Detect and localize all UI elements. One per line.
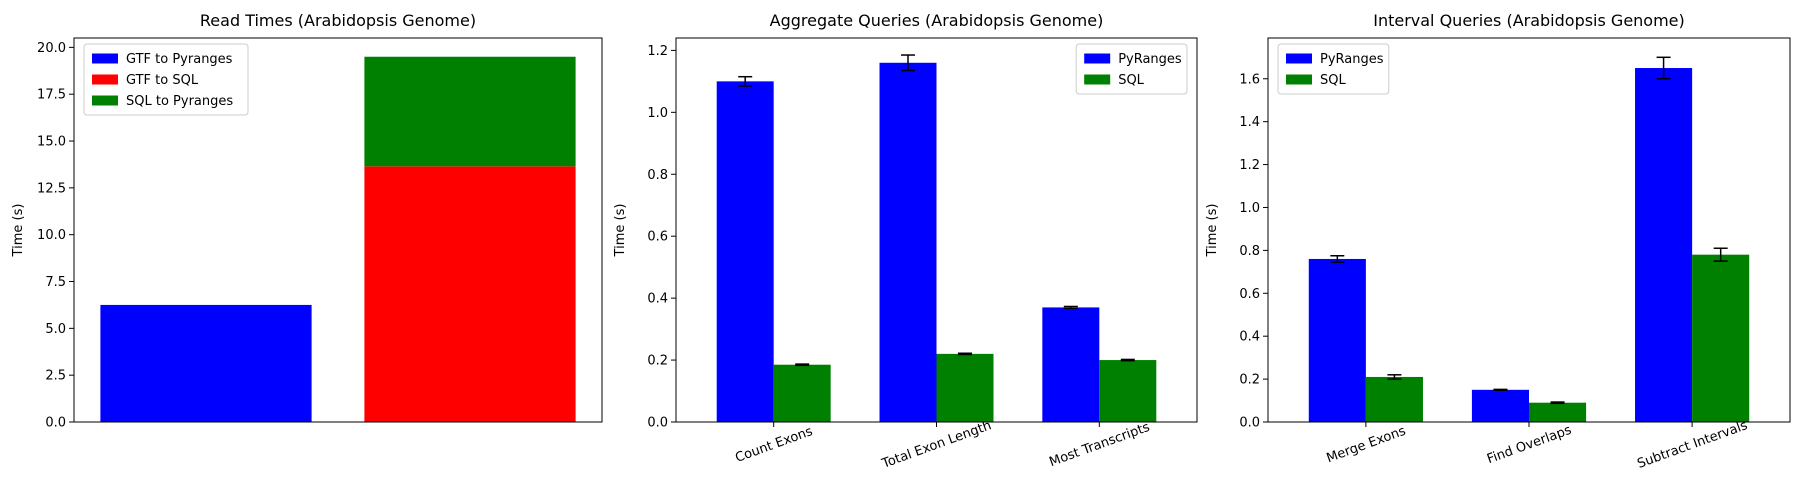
chart1-ytick-label-5: 1.0: [647, 106, 668, 121]
chart0-legend-swatch-2: [92, 95, 118, 106]
chart0-title: Read Times (Arabidopsis Genome): [200, 11, 476, 30]
chart2-xtick-label-0: Merge Exons: [1325, 424, 1409, 467]
chart2-ytick-label-8: 1.6: [1239, 72, 1260, 87]
chart2-legend-label-1: SQL: [1320, 73, 1346, 88]
chart2-legend: PyRanges SQL: [1277, 43, 1390, 95]
chart2-ylabel: Time (s): [1205, 204, 1220, 258]
chart2-ytick-label-0: 0.0: [1239, 416, 1260, 431]
chart1-legend-label-1: SQL: [1118, 73, 1144, 88]
chart0-ylabel: Time (s): [11, 204, 26, 258]
chart0-legend-swatch-1: [92, 74, 118, 85]
chart1-errorbar-0-0: [738, 75, 753, 87]
chart2-bar-1-0: [1365, 376, 1423, 422]
chart1-xtick-label-0: Count Exons: [733, 424, 815, 466]
chart0-ytick-label-1: 2.5: [45, 369, 66, 384]
chart1-bar-0-1: [879, 62, 937, 422]
chart1-errorbar-1-2: [1120, 358, 1135, 362]
chart0-ytick-label-8: 20.0: [37, 41, 66, 56]
chart2-legend-swatch-0: [1286, 53, 1312, 64]
chart2-errorbar-0-1: [1493, 388, 1508, 392]
chart1-ytick-label-6: 1.2: [647, 44, 668, 59]
chart1-legend-swatch-0: [1084, 53, 1111, 64]
chart1-bar-1-2: [1099, 360, 1157, 422]
chart2-ytick-label-7: 1.4: [1239, 115, 1260, 130]
chart1-errorbar-0-2: [1063, 305, 1078, 310]
chart1-errorbar-1-0: [795, 363, 810, 367]
chart1-bar-1-0: [773, 364, 831, 422]
chart0-ytick-label-2: 5.0: [45, 322, 66, 337]
chart2-errorbar-0-2: [1656, 56, 1671, 80]
chart0-bar-1-1: [364, 166, 576, 422]
chart1-legend-swatch-1: [1084, 74, 1111, 85]
chart2-ytick-label-6: 1.2: [1239, 158, 1260, 173]
chart0-bar-2-1: [364, 56, 576, 167]
chart0-legend-label-0: GTF to Pyranges: [126, 52, 233, 67]
chart2-errorbar-1-2: [1713, 247, 1728, 262]
chart2-errorbar-0-0: [1330, 254, 1345, 263]
chart0-legend-swatch-0: [92, 53, 118, 64]
chart1-ytick-label-0: 0.0: [647, 416, 668, 431]
chart2-ytick-label-5: 1.0: [1239, 201, 1260, 216]
chart2-xtick-label-1: Find Overlaps: [1485, 423, 1574, 467]
chart0-legend-label-2: SQL to Pyranges: [126, 94, 233, 109]
chart2-bar-1-1: [1529, 402, 1587, 422]
chart2-ytick-label-3: 0.6: [1239, 287, 1260, 302]
chart1-bar-0-2: [1042, 307, 1100, 422]
chart1-bar-1-1: [936, 353, 994, 422]
chart2-errorbar-1-0: [1387, 374, 1402, 380]
chart2-bar-0-1: [1471, 389, 1529, 422]
chart1-errorbar-0-1: [901, 54, 916, 72]
chart1-ytick-label-1: 0.2: [647, 354, 668, 369]
chart1-legend: PyRanges SQL: [1075, 43, 1188, 95]
chart2-bar-0-2: [1635, 68, 1693, 423]
chart2-errorbar-1-1: [1550, 401, 1565, 405]
chart1-ytick-label-2: 0.4: [647, 292, 668, 307]
chart2-axes-frame: [1267, 37, 1791, 423]
chart1-xtick-label-2: Most Transcripts: [1047, 420, 1152, 470]
chart1-legend-label-0: PyRanges: [1118, 52, 1182, 67]
chart2-ytick-label-4: 0.8: [1239, 244, 1260, 259]
chart2-title: Interval Queries (Arabidopsis Genome): [1373, 11, 1685, 30]
chart0-ytick-label-7: 17.5: [37, 88, 66, 103]
chart0-legend-box: [83, 43, 249, 116]
chart0-ytick-label-4: 10.0: [37, 228, 66, 243]
chart2-legend-label-0: PyRanges: [1320, 52, 1384, 67]
chart0-ytick-label-3: 7.5: [45, 275, 66, 290]
chart0-bar-0-0: [100, 304, 312, 422]
chart1-bar-0-0: [716, 81, 774, 423]
chart0-legend: GTF to Pyranges GTF to SQL SQL to Pyranges: [83, 43, 249, 116]
chart1-ylabel: Time (s): [613, 204, 628, 258]
chart0-legend-label-1: GTF to SQL: [126, 73, 199, 88]
chart0-ytick-label-6: 15.0: [37, 135, 66, 150]
chart0-axes-frame: [73, 37, 603, 423]
chart0-ytick-label-0: 0.0: [45, 416, 66, 431]
chart2-bar-1-2: [1692, 254, 1750, 422]
chart2-ytick-label-2: 0.4: [1239, 330, 1260, 345]
chart1-title: Aggregate Queries (Arabidopsis Genome): [770, 11, 1104, 30]
chart1-errorbar-1-1: [957, 352, 972, 356]
chart2-legend-swatch-1: [1286, 74, 1312, 85]
chart2-ytick-label-1: 0.2: [1239, 373, 1260, 388]
chart1-ytick-label-4: 0.8: [647, 168, 668, 183]
chart0-ytick-label-5: 12.5: [37, 181, 66, 196]
chart1-axes-frame: [675, 37, 1198, 423]
chart2-bar-0-0: [1308, 258, 1366, 422]
chart1-ytick-label-3: 0.6: [647, 230, 668, 245]
